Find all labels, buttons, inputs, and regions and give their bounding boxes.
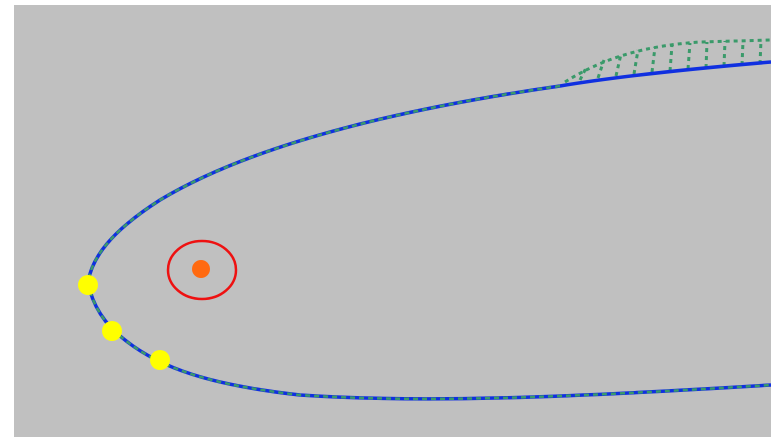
hatch-line (614, 53, 623, 77)
viewport (14, 5, 771, 437)
upper-hatch (564, 38, 771, 84)
target-point[interactable] (192, 260, 210, 278)
control-point[interactable] (78, 275, 98, 295)
control-point[interactable] (102, 321, 122, 341)
target-ring (166, 239, 238, 301)
hatch-line (596, 59, 606, 79)
control-point[interactable] (150, 350, 170, 370)
hatch-line (578, 67, 588, 81)
